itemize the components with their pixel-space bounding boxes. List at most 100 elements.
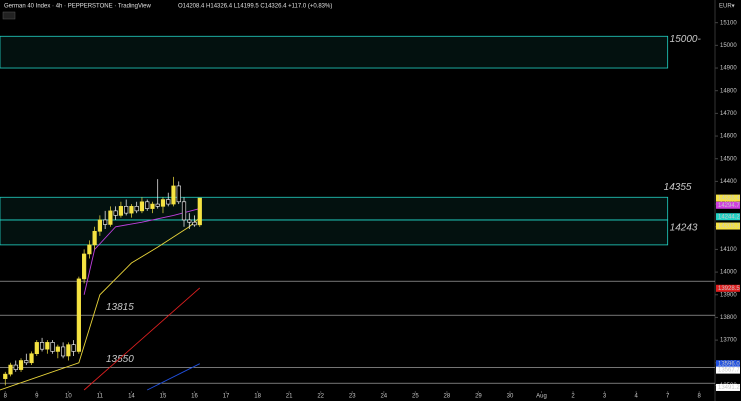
- price-tag-label: 14294.7: [718, 203, 740, 209]
- price-tag-label: 14326.4: [718, 196, 740, 202]
- x-tick-label: 4: [634, 394, 638, 400]
- x-tick-label: 7: [666, 394, 670, 400]
- candle-body: [150, 203, 155, 209]
- line-label: 13550: [106, 354, 134, 365]
- candle-body: [108, 210, 113, 225]
- candle-body: [18, 360, 24, 370]
- x-tick-label: 24: [380, 394, 387, 400]
- y-tick-label: 14400: [720, 179, 737, 185]
- candle-body: [176, 185, 181, 203]
- price-tag: [716, 201, 740, 209]
- price-tag: [716, 383, 740, 391]
- candle-body: [103, 219, 108, 225]
- y-tick-label: 14600: [720, 134, 737, 140]
- x-tick-label: 10: [65, 394, 72, 400]
- price-tag-label: 13491.2: [718, 385, 740, 391]
- chart-title: German 40 Index · 4h · PEPPERSTONE · Tra…: [4, 4, 152, 10]
- x-tick-label: 29: [475, 394, 482, 400]
- y-tick-label: 14700: [720, 111, 737, 117]
- y-tick-label: 13900: [720, 292, 737, 298]
- x-tick-label: 8: [4, 394, 8, 400]
- price-tag: [716, 366, 740, 374]
- price-tag-label: 14244.2: [718, 214, 740, 220]
- y-tick-label: 14000: [720, 270, 737, 276]
- candle-body: [155, 203, 160, 207]
- candle-body: [192, 221, 197, 226]
- x-tick-label: 17: [223, 394, 230, 400]
- candle-body: [45, 342, 50, 350]
- candle-body: [24, 360, 29, 364]
- price-tag: [716, 360, 740, 368]
- price-tag: [716, 194, 740, 202]
- x-tick-label: 22: [317, 394, 324, 400]
- y-tick-label: 14500: [720, 156, 737, 162]
- candle-body: [50, 342, 55, 352]
- candle-body: [197, 197, 202, 226]
- line-label: 13815: [106, 302, 134, 313]
- candle-body: [187, 219, 192, 223]
- candle-body: [139, 201, 145, 212]
- x-tick-label: 9: [35, 394, 39, 400]
- candle-body: [34, 342, 39, 355]
- candle-body: [166, 199, 171, 205]
- indicator-line: [83, 208, 200, 295]
- y-tick-label: 15000: [720, 43, 737, 49]
- candle-body: [76, 278, 81, 352]
- candle-body: [71, 344, 76, 352]
- y-tick-label: 13800: [720, 315, 737, 321]
- zone: [0, 35, 669, 69]
- y-tick-label: 14100: [720, 247, 737, 253]
- candle-body: [145, 201, 150, 209]
- currency-menu[interactable]: EUR▾: [719, 4, 735, 10]
- x-tick-label: 21: [286, 394, 293, 400]
- candle-body: [171, 185, 176, 205]
- indicator-line: [83, 287, 201, 391]
- zone-label: 14243: [670, 223, 698, 234]
- candle-body: [55, 346, 60, 352]
- x-tick-label: 25: [412, 394, 419, 400]
- x-tick-label: 15: [160, 394, 167, 400]
- candle-body: [118, 206, 124, 216]
- price-tag-label: 14203.1: [718, 224, 740, 230]
- ohlc-readout: O14208.4 H14326.4 L14199.5 C14326.4 +117…: [178, 4, 332, 10]
- y-tick-label: 14900: [720, 66, 737, 72]
- candle-body: [13, 364, 18, 370]
- zone-label: 15000-: [670, 34, 702, 45]
- x-tick-label: 11: [97, 394, 104, 400]
- candle-body: [3, 373, 8, 379]
- candle-body: [66, 344, 71, 357]
- y-tick-label: 13700: [720, 338, 737, 344]
- candle-body: [124, 206, 129, 214]
- y-tick-label: 14800: [720, 88, 737, 94]
- candle-body: [129, 206, 134, 214]
- candle-body: [113, 210, 118, 216]
- candle-body: [82, 253, 87, 280]
- y-tick-label: 15100: [720, 20, 737, 26]
- price-tag-label: 13567.7: [718, 368, 740, 374]
- candle-body: [8, 364, 13, 375]
- candle-body: [29, 353, 34, 364]
- candle-body: [87, 244, 92, 255]
- x-tick-label: 3: [603, 394, 607, 400]
- candle-body: [181, 201, 187, 221]
- candle-body: [134, 206, 139, 212]
- x-tick-label: 2: [571, 394, 575, 400]
- price-tag: [716, 284, 740, 292]
- price-tag: [716, 222, 740, 230]
- candle-body: [39, 342, 45, 350]
- x-tick-label: 18: [254, 394, 261, 400]
- zone-label: 14355: [664, 182, 692, 193]
- x-tick-label: 14: [128, 394, 135, 400]
- x-tick-label: 23: [349, 394, 356, 400]
- x-tick-label: 30: [507, 394, 514, 400]
- price-tag: [716, 213, 740, 221]
- candle-body: [160, 199, 166, 207]
- x-tick-label: 8: [698, 394, 702, 400]
- price-tag-label: 13596.0: [718, 361, 740, 367]
- price-tag-label: 13928.5: [718, 286, 740, 292]
- indicator-line: [147, 363, 200, 391]
- candle-body: [92, 230, 97, 246]
- collapse-button[interactable]: [2, 11, 16, 20]
- x-tick-label: 16: [191, 394, 198, 400]
